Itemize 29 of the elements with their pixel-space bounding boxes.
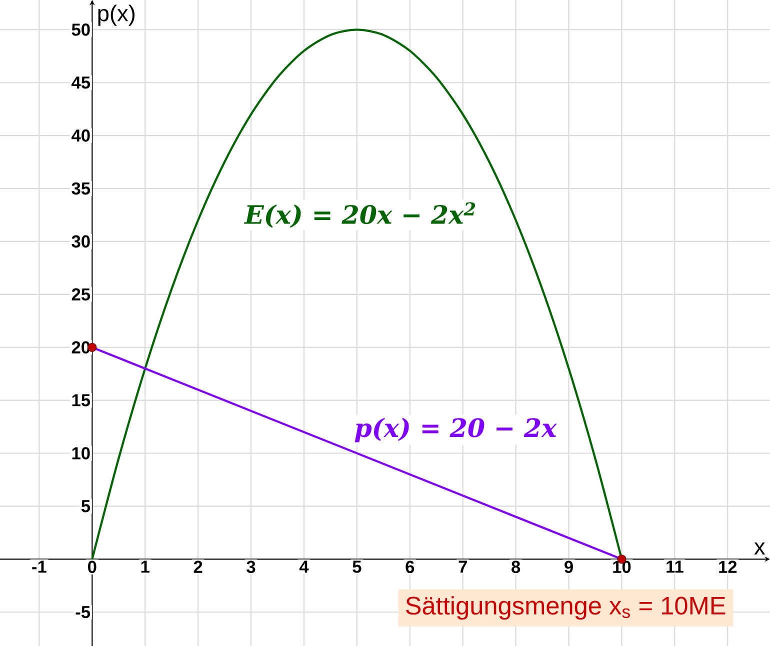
x-tick-label: 4 [299, 560, 309, 573]
y-tick-label: -5 [76, 606, 90, 618]
series-label: E(x) = 20x − 2x$^{2}$ [244, 202, 476, 228]
x-tick-label: 1 [141, 560, 150, 573]
y-tick-label: 5 [81, 500, 90, 512]
x-tick-label: 8 [512, 560, 520, 574]
x-tick-label: 5 [352, 560, 362, 573]
x-tick-label: 6 [406, 560, 414, 574]
annotation: Sättigungsmenge x$_{s}$ = 10ME [406, 596, 726, 620]
y-tick-label: 35 [72, 182, 90, 195]
y-tick-label: 40 [72, 129, 90, 142]
x-tick-label: -1 [32, 560, 46, 573]
x-tick-label: 7 [458, 560, 467, 573]
y-tick-label: 25 [72, 288, 90, 301]
x-tick-label: 11 [666, 560, 684, 573]
x-tick-label: 3 [246, 560, 256, 574]
y-tick-label: 50 [72, 24, 90, 36]
y-axis-title: p(x) [98, 4, 134, 26]
x-axis-title: x [754, 542, 766, 554]
y-tick-label: 45 [72, 76, 90, 89]
y-tick-label: 15 [72, 394, 90, 406]
y-tick-label: 30 [72, 235, 90, 248]
x-tick-label: 12 [719, 560, 737, 573]
y-tick-label: 10 [72, 447, 90, 460]
x-tick-label: 2 [194, 560, 202, 573]
x-tick-label: 10 [613, 560, 631, 574]
x-tick-label: 0 [88, 560, 96, 574]
series-label: p(x) = 20 − 2x [354, 418, 557, 442]
x-tick-label: 9 [564, 560, 573, 574]
